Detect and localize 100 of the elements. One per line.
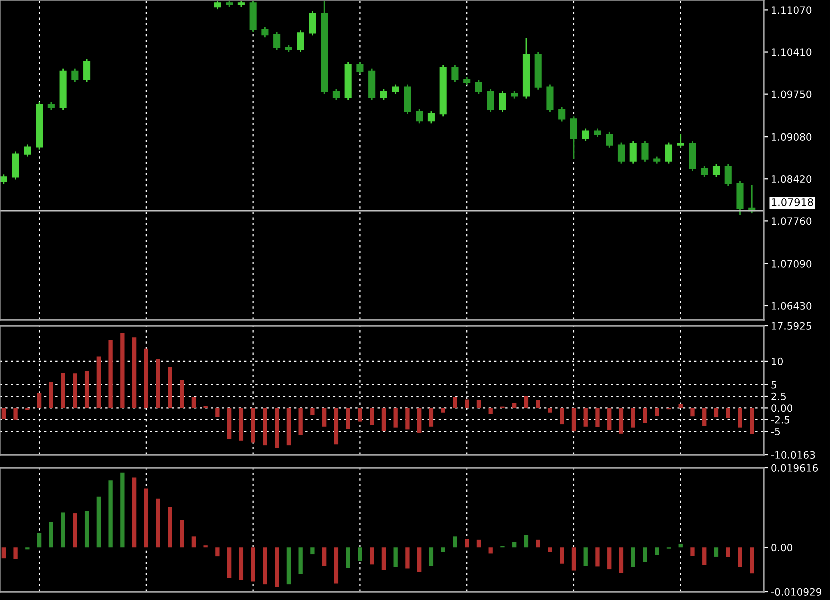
bar xyxy=(120,472,125,548)
y-tick-label: 10 xyxy=(772,358,784,366)
bar xyxy=(286,548,292,585)
bar xyxy=(192,536,196,548)
bar xyxy=(382,548,386,570)
bar xyxy=(2,408,6,420)
bar xyxy=(738,408,742,428)
bar xyxy=(14,408,18,420)
y-tick-label: 1.07760 xyxy=(772,218,812,226)
y-tick-label: 17.5925 xyxy=(772,322,812,330)
bar xyxy=(274,408,280,448)
bar xyxy=(132,338,137,408)
bar xyxy=(584,548,588,566)
y-tick-label: 1.10410 xyxy=(772,48,812,56)
y-tick-label: 1.07090 xyxy=(772,260,812,268)
bar xyxy=(608,548,612,570)
bar xyxy=(180,380,184,408)
bar xyxy=(61,512,66,548)
bar xyxy=(418,408,422,433)
bar xyxy=(584,408,588,427)
bar xyxy=(84,371,90,408)
bar xyxy=(346,548,350,568)
bar xyxy=(263,548,268,585)
bar xyxy=(239,548,244,580)
bar xyxy=(239,408,244,441)
y-tick-label: 1.08420 xyxy=(772,176,812,184)
bar xyxy=(298,548,303,574)
bar xyxy=(168,367,172,408)
bar xyxy=(37,393,42,408)
bar xyxy=(441,548,446,552)
bar xyxy=(84,511,90,548)
bar xyxy=(346,408,350,430)
bar xyxy=(334,548,339,584)
bar xyxy=(73,374,78,408)
bar xyxy=(690,548,695,556)
y-tick-label: -5 xyxy=(771,428,780,436)
y-tick-label: -0.010929 xyxy=(771,588,822,596)
bar xyxy=(643,548,648,562)
bar xyxy=(631,548,636,568)
bar xyxy=(512,542,517,548)
bar xyxy=(702,408,707,426)
bar xyxy=(524,535,529,548)
bar xyxy=(524,396,529,408)
bar xyxy=(429,548,434,566)
bar xyxy=(714,408,719,418)
bar xyxy=(216,548,220,557)
y-tick-label: 0.00 xyxy=(772,544,793,552)
y-tick-label: 1.11070 xyxy=(772,6,812,14)
bar xyxy=(536,400,540,408)
bar xyxy=(96,356,102,408)
y-tick-label: 1.09080 xyxy=(772,133,812,141)
bar xyxy=(286,408,292,446)
y-tick-label: 1.06430 xyxy=(772,302,812,310)
bar xyxy=(180,520,184,548)
bar xyxy=(394,408,398,428)
bar xyxy=(655,548,660,556)
bar xyxy=(726,408,730,418)
bar xyxy=(370,408,374,426)
bar xyxy=(192,396,196,408)
bar xyxy=(476,400,482,408)
bar xyxy=(488,548,493,554)
bar xyxy=(322,548,327,566)
bar xyxy=(108,480,113,548)
bar xyxy=(2,548,6,559)
bar xyxy=(465,539,470,548)
bar xyxy=(216,408,220,418)
bar xyxy=(453,396,458,408)
bar xyxy=(227,408,232,440)
bar xyxy=(370,548,374,565)
bar xyxy=(453,536,458,548)
bar xyxy=(619,408,624,434)
bar xyxy=(702,548,707,566)
bar xyxy=(429,408,434,427)
bar xyxy=(714,548,719,557)
bar xyxy=(310,548,315,555)
bar xyxy=(132,478,137,548)
bar xyxy=(263,408,268,446)
bar xyxy=(251,548,256,582)
bar xyxy=(726,548,730,558)
bar xyxy=(322,408,327,427)
bar xyxy=(156,359,160,408)
bar xyxy=(476,540,482,548)
bar xyxy=(251,408,256,443)
bar xyxy=(596,408,600,428)
y-tick-label: 2.5 xyxy=(772,392,786,400)
bar xyxy=(358,408,362,422)
y-tick-label: 0.019616 xyxy=(772,464,818,472)
bar xyxy=(548,408,552,413)
bar xyxy=(144,348,149,408)
bar xyxy=(73,514,78,548)
y-tick-label: 0.00 xyxy=(772,404,793,412)
bar xyxy=(678,544,683,548)
bar xyxy=(406,548,410,569)
bar xyxy=(227,548,232,578)
bar xyxy=(631,408,636,428)
y-tick-label: -10.0163 xyxy=(771,451,816,459)
bar xyxy=(655,408,660,416)
bar xyxy=(619,548,624,574)
bar xyxy=(418,548,422,572)
bar xyxy=(49,382,54,408)
